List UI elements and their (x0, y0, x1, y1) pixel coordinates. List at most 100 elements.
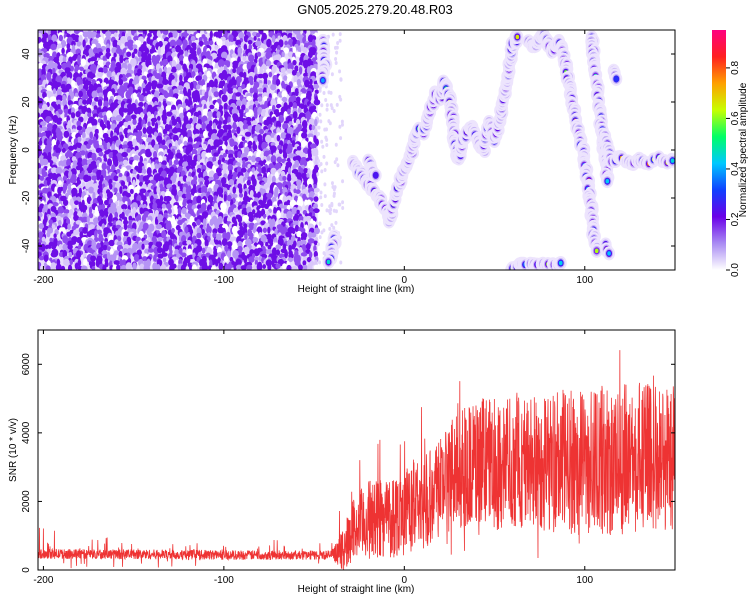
noise-cell (168, 32, 174, 39)
noise-cell (223, 102, 229, 112)
noise-cell (106, 141, 111, 151)
noise-cell (231, 128, 237, 134)
noise-cell (278, 253, 285, 259)
noise-cell (162, 30, 169, 36)
noise-cell (275, 162, 282, 170)
noise-cell (166, 111, 173, 117)
noise-cell (139, 263, 145, 270)
noise-cell (242, 123, 249, 131)
scatter-cell (329, 207, 333, 212)
scatter-cell (318, 235, 322, 240)
noise-cell (66, 30, 71, 34)
noise-cell (77, 244, 82, 250)
scatter-cell (323, 167, 327, 172)
noise-cell (168, 91, 174, 98)
noise-cell (311, 35, 317, 41)
noise-cell (49, 96, 57, 102)
noise-cell (43, 254, 49, 263)
noise-cell (231, 236, 237, 243)
scatter-cell (330, 72, 334, 77)
noise-cell (82, 226, 88, 234)
noise-cell (71, 40, 76, 47)
noise-cell (88, 186, 95, 194)
noise-cell (302, 264, 308, 270)
noise-cell (311, 57, 317, 62)
noise-cell (303, 168, 309, 174)
noise-cell (140, 112, 144, 118)
noise-cell (66, 158, 72, 167)
noise-cell (78, 99, 83, 107)
scatter-cell (325, 143, 329, 148)
noise-cell (247, 155, 252, 161)
noise-cell (238, 143, 243, 149)
noise-cell (286, 210, 293, 220)
noise-cell (263, 183, 268, 190)
noise-cell (265, 248, 273, 255)
noise-cell (235, 200, 239, 206)
noise-cell (82, 31, 89, 38)
noise-cell (292, 111, 298, 119)
noise-cell (167, 208, 172, 215)
noise-cell (305, 215, 312, 221)
noise-cell (204, 239, 209, 247)
noise-cell (122, 159, 129, 165)
noise-cell (270, 98, 276, 107)
noise-cell (251, 127, 255, 136)
noise-cell (105, 30, 112, 38)
noise-cell (108, 239, 115, 247)
noise-cell (196, 232, 202, 239)
noise-cell (270, 84, 277, 91)
scatter-cell (339, 260, 343, 265)
noise-cell (107, 215, 113, 224)
noise-cell (233, 207, 239, 213)
noise-cell (79, 231, 84, 239)
noise-cell (156, 186, 161, 195)
noise-cell (110, 130, 114, 139)
noise-cell (106, 70, 113, 78)
noise-cell (313, 99, 321, 106)
noise-cell (158, 155, 163, 164)
noise-cell (310, 232, 317, 238)
noise-cell (116, 235, 122, 242)
noise-cell (286, 108, 291, 115)
noise-cell (267, 226, 271, 234)
noise-cell (175, 63, 182, 71)
noise-cell (237, 150, 242, 159)
noise-cell (141, 75, 147, 81)
noise-cell (78, 90, 83, 98)
scatter-cell (322, 154, 326, 159)
noise-cell (146, 167, 152, 176)
noise-cell (38, 70, 42, 79)
noise-cell (292, 102, 298, 111)
noise-cell (313, 184, 317, 189)
scatter-cell (331, 184, 335, 189)
noise-cell (262, 227, 267, 233)
noise-cell (244, 232, 248, 241)
noise-cell (273, 190, 279, 198)
noise-cell (308, 251, 313, 259)
noise-cell (274, 171, 279, 179)
noise-cell (76, 147, 81, 153)
noise-cell (167, 239, 173, 248)
noise-cell (238, 231, 244, 238)
noise-cell (273, 236, 278, 244)
noise-cell (171, 227, 175, 233)
noise-cell (207, 265, 212, 270)
scatter-cell (319, 195, 323, 200)
noise-cell (238, 193, 244, 198)
noise-cell (97, 236, 104, 242)
noise-cell (291, 227, 296, 235)
track-cell (321, 78, 325, 83)
noise-cell (58, 180, 62, 186)
noise-cell (246, 264, 253, 270)
noise-cell (75, 250, 82, 259)
noise-cell (244, 108, 249, 114)
scatter-cell (339, 136, 343, 141)
noise-cell (107, 158, 113, 167)
noise-cell (236, 99, 242, 107)
noise-cell (286, 264, 292, 270)
noise-cell (113, 260, 120, 266)
noise-cell (166, 96, 174, 102)
noise-cell (185, 176, 193, 184)
noise-cell (249, 87, 254, 94)
